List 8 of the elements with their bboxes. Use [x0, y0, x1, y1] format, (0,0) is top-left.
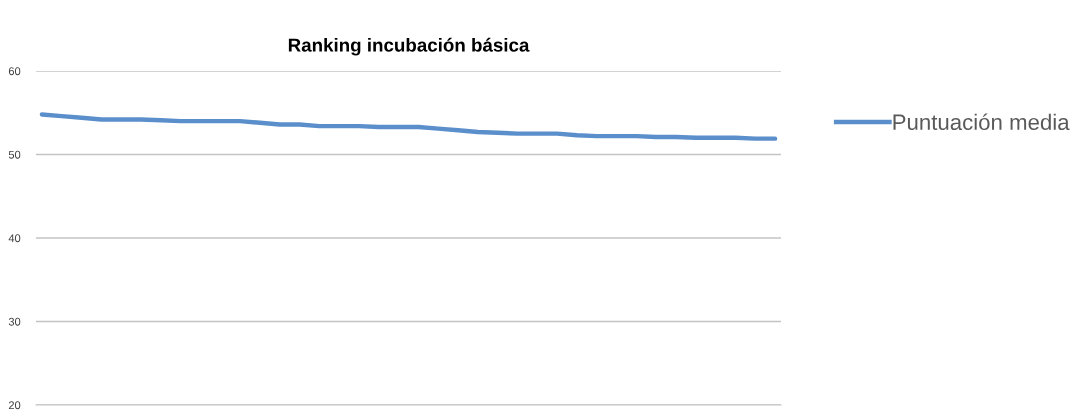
y-tick-label: 50	[8, 150, 21, 159]
legend-label: Puntuación media	[893, 113, 1070, 131]
y-tick-label: 20	[8, 401, 21, 410]
chart-title: Ranking incubación básica	[288, 37, 530, 56]
y-tick-label: 30	[8, 317, 21, 326]
y-tick-label: 60	[8, 67, 21, 76]
line-series	[39, 112, 778, 141]
y-tick-label: 40	[8, 234, 21, 243]
